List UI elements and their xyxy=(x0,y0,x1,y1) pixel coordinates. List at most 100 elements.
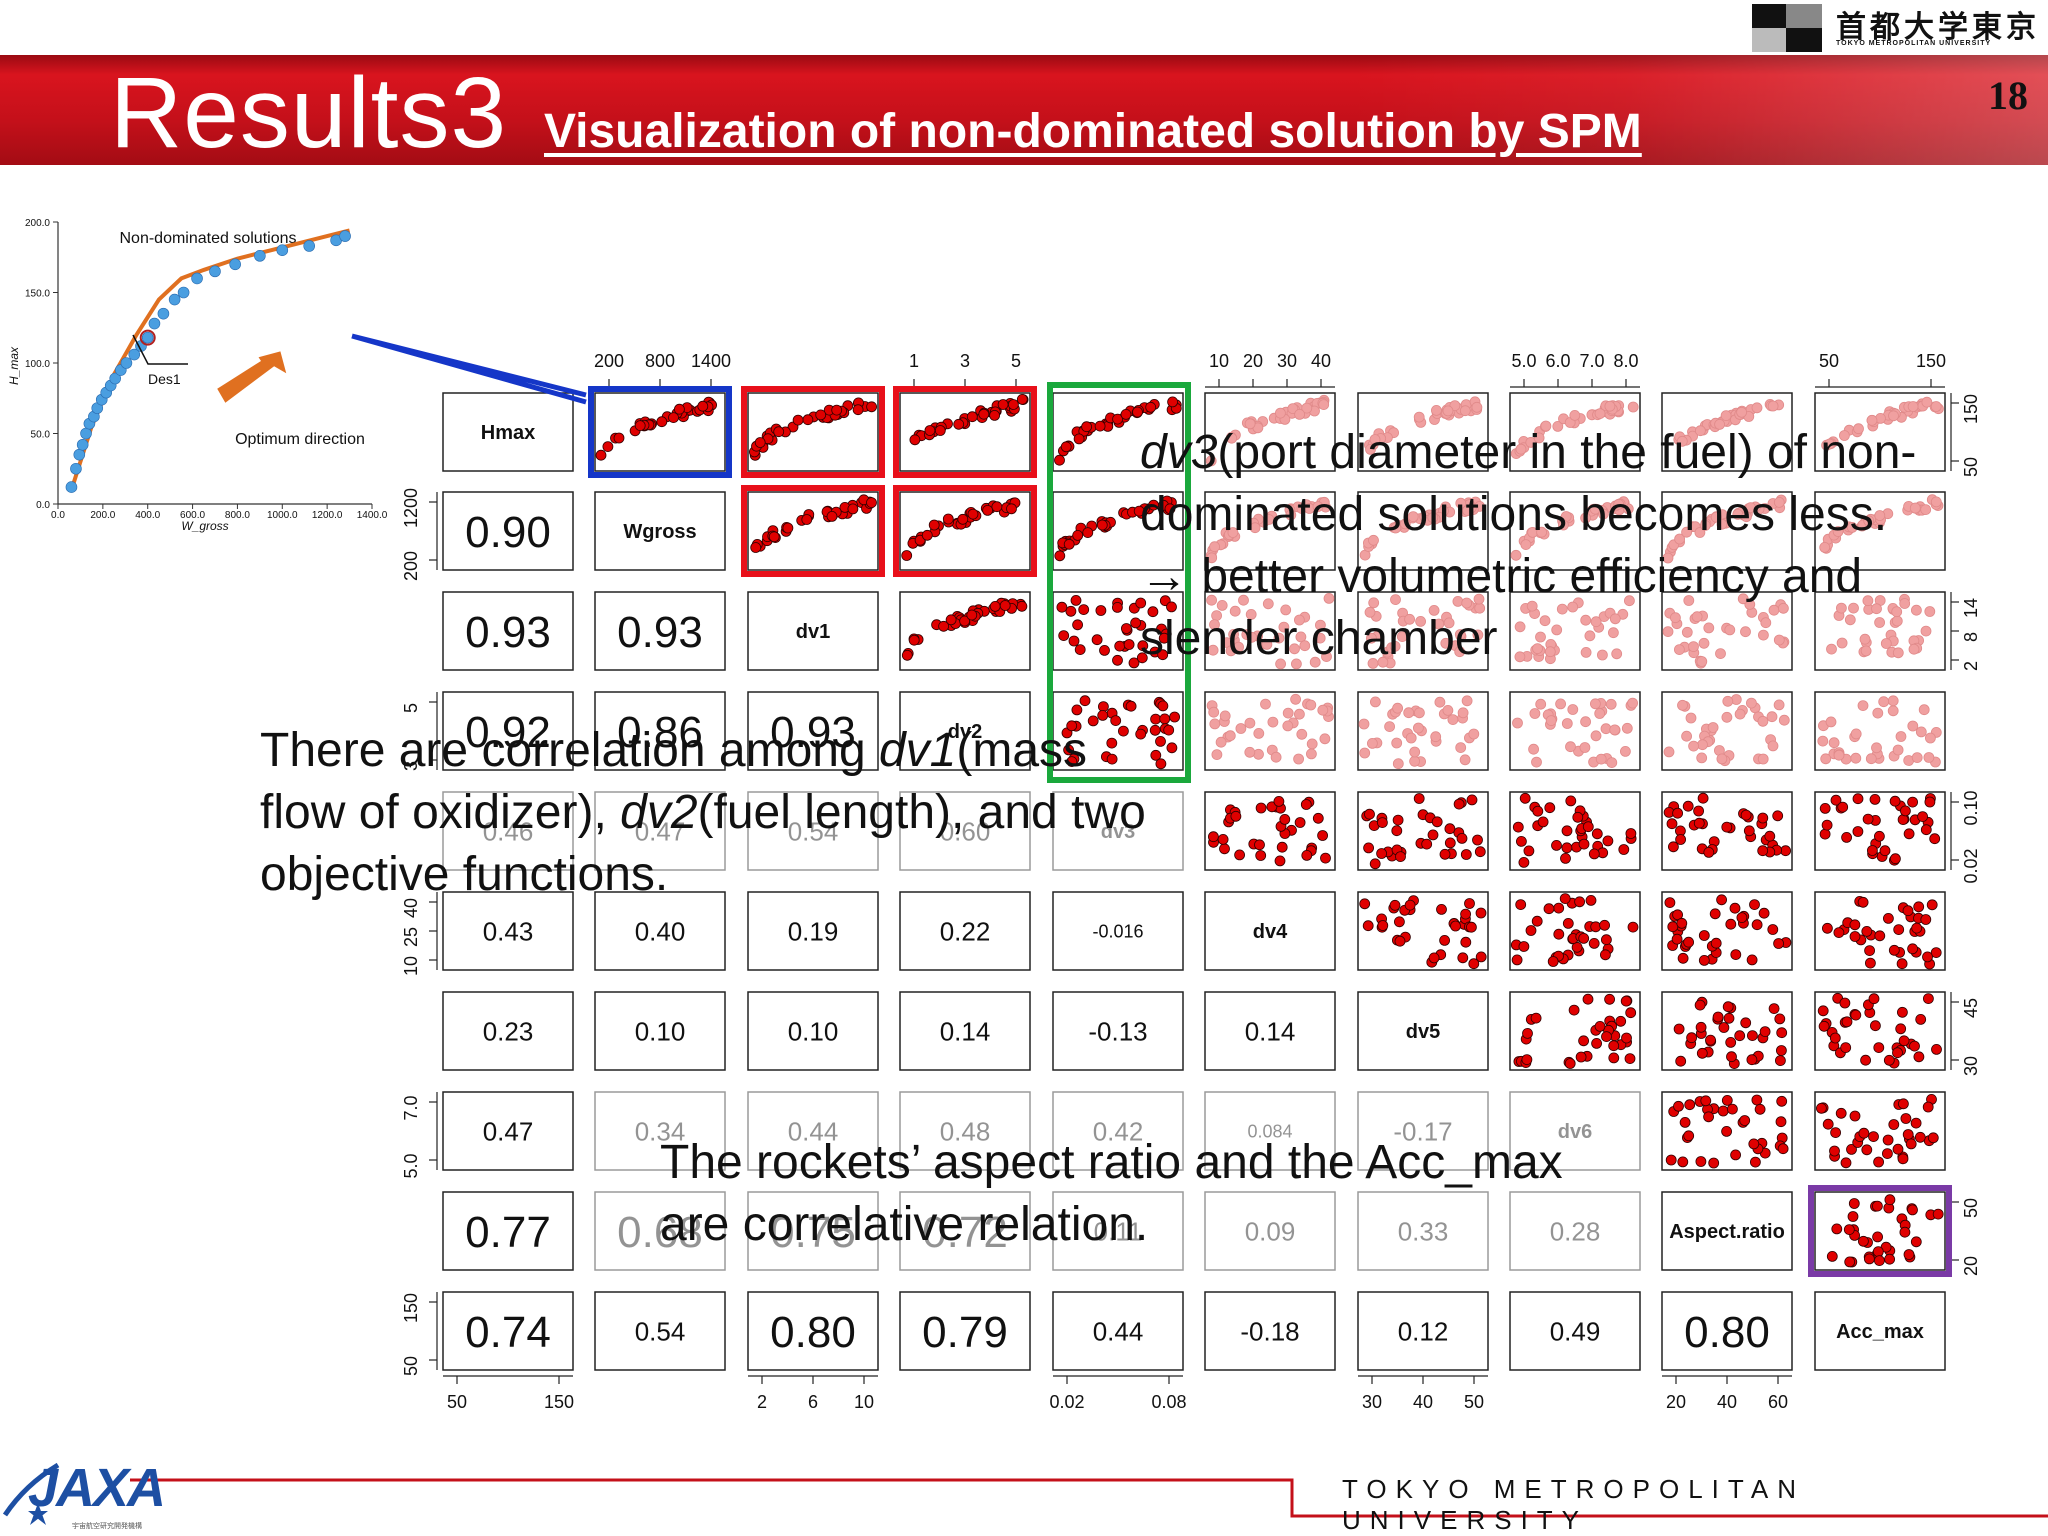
spm-point xyxy=(1377,817,1388,828)
spm-point xyxy=(1839,430,1850,441)
spm-cell-dv4-Wgross: 0.40 xyxy=(594,891,726,971)
spm-point xyxy=(768,531,780,543)
spm-point xyxy=(1693,817,1705,829)
spm-point xyxy=(1219,843,1230,855)
spm-point xyxy=(1620,995,1632,1007)
spm-point xyxy=(967,508,979,520)
spm-point xyxy=(1404,613,1415,625)
spm-point xyxy=(1679,1117,1691,1128)
note-correlation-line1: There are correlation among dv1(mass xyxy=(260,720,1146,782)
spm-point xyxy=(1722,1001,1734,1013)
spm-point xyxy=(782,522,794,534)
note-dv3-line3: → better volumetric efficiency and xyxy=(1140,550,1863,603)
spm-top-tick-label: 200 xyxy=(594,351,624,371)
spm-point xyxy=(1590,730,1602,742)
spm-point xyxy=(1528,743,1539,755)
spm-point xyxy=(1436,904,1447,915)
spm-point xyxy=(1694,527,1706,538)
spm-point xyxy=(1721,1126,1732,1137)
spm-point xyxy=(1825,716,1837,728)
spm-point xyxy=(1602,835,1614,847)
spm-point xyxy=(1857,700,1869,711)
spm-point xyxy=(1615,1015,1627,1027)
spm-point xyxy=(815,409,827,421)
front-point xyxy=(76,438,89,451)
spm-point xyxy=(1280,604,1292,616)
spm-point xyxy=(1750,1156,1761,1168)
spm-point xyxy=(1670,612,1681,624)
spm-point xyxy=(1900,805,1911,817)
spm-point xyxy=(1409,746,1421,758)
spm-point xyxy=(1921,396,1933,408)
spm-point xyxy=(1858,1235,1869,1247)
spm-point xyxy=(1468,958,1480,970)
spm-point xyxy=(1150,713,1161,725)
spm-point xyxy=(1725,1037,1737,1048)
spm-point xyxy=(668,412,679,424)
spm-point xyxy=(1572,811,1584,823)
spm-correlation-value: 0.22 xyxy=(940,916,991,946)
spm-point xyxy=(1835,1107,1847,1119)
spm-point xyxy=(1384,721,1395,732)
spm-point xyxy=(1459,754,1471,766)
spm-point xyxy=(1254,839,1265,851)
spm-cell-frame xyxy=(1204,392,1336,472)
spm-point xyxy=(1749,899,1760,910)
front-point xyxy=(109,372,121,385)
spm-point xyxy=(1739,1115,1751,1126)
spm-right-tick-label: 50 xyxy=(1961,1198,1981,1218)
spm-point xyxy=(1909,502,1921,514)
spm-cell-dv2-dv1: 0.93 xyxy=(747,691,879,771)
spm-cell-frame xyxy=(442,991,574,1071)
spm-point xyxy=(1767,400,1779,412)
spm-point xyxy=(1736,406,1747,418)
spm-point xyxy=(847,503,859,515)
spm-cell-Hmax-dv1 xyxy=(747,392,879,472)
spm-point xyxy=(1590,698,1601,710)
spm-point xyxy=(1533,432,1545,444)
spm-point xyxy=(1822,922,1833,934)
spm-point xyxy=(1819,828,1831,840)
spm-correlation-value: 0.47 xyxy=(483,1116,534,1146)
spm-point xyxy=(1285,509,1297,521)
spm-cell-dv4-Hmax: 0.43 xyxy=(442,891,574,971)
spm-point xyxy=(1255,802,1267,814)
spm-point xyxy=(1625,1007,1637,1019)
spm-point xyxy=(1866,414,1878,426)
spm-point xyxy=(1389,899,1401,911)
spm-point xyxy=(1590,616,1602,628)
spm-point xyxy=(1837,801,1849,813)
spm-point xyxy=(1588,938,1600,949)
spm-point xyxy=(1158,632,1170,644)
spm-cell-dv2-dv2: dv2 xyxy=(899,691,1031,771)
spm-point xyxy=(1892,647,1904,659)
spm-point xyxy=(1518,857,1530,868)
spm-top-tick-label: 1 xyxy=(909,351,919,371)
spm-cell-dv1-Hmax: 0.93 xyxy=(442,591,574,671)
spm-point xyxy=(966,609,978,621)
spm-cell-dv3-dv6 xyxy=(1509,791,1641,871)
spm-point xyxy=(1740,1017,1752,1029)
spm-point xyxy=(1873,1156,1884,1168)
slide-subtitle: Visualization of non-dominated solution … xyxy=(544,105,1642,158)
spm-point xyxy=(1518,941,1530,952)
spm-point xyxy=(989,601,1001,612)
spm-correlation-value: -0.17 xyxy=(1393,1116,1452,1146)
spm-point xyxy=(1238,594,1249,606)
spm-point xyxy=(1930,496,1942,508)
spm-point xyxy=(1475,907,1487,919)
spm-point xyxy=(1720,410,1732,422)
spm-cell-dv3-Wgross: 0.47 xyxy=(594,791,726,871)
spm-point xyxy=(1897,1006,1908,1018)
spm-point xyxy=(1849,931,1861,942)
front-point xyxy=(303,240,316,252)
spm-cell-frame xyxy=(594,591,726,671)
note-dv3-italic: dv3 xyxy=(1140,426,1218,479)
spm-point xyxy=(1434,696,1446,708)
spm-point xyxy=(1531,915,1543,927)
spm-bottom-tick-label: 40 xyxy=(1717,1392,1737,1412)
spm-point xyxy=(1860,1054,1871,1066)
spm-cell-frame xyxy=(747,591,879,671)
spm-cell-Wgross-dv5 xyxy=(1357,491,1489,571)
spm-point xyxy=(792,414,804,426)
